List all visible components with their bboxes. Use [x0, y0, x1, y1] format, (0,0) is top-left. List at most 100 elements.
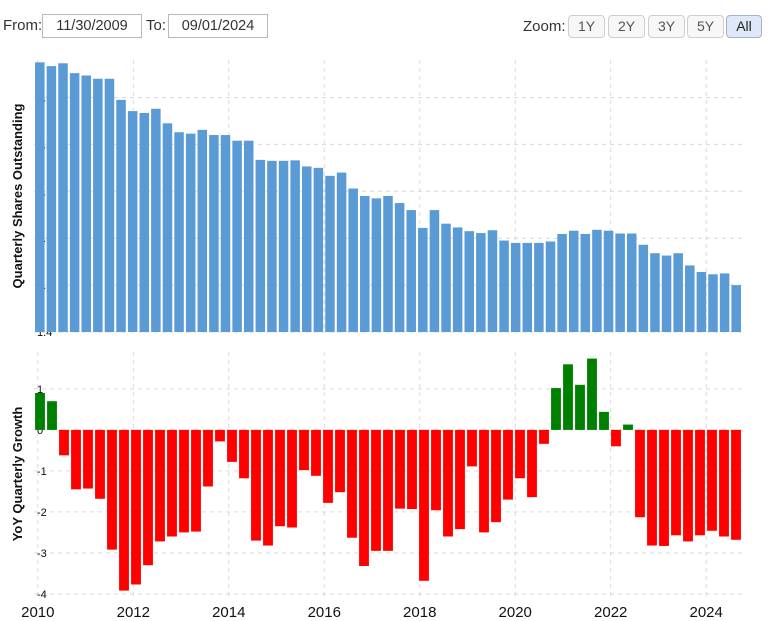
growth-bar: [47, 401, 57, 430]
shares-bar: [81, 75, 91, 332]
growth-bar: [623, 425, 633, 430]
growth-bar: [107, 430, 117, 550]
growth-bar: [95, 430, 105, 499]
shares-bar: [163, 123, 173, 332]
shares-bar: [174, 132, 184, 332]
growth-bar: [683, 430, 693, 542]
shares-bar: [650, 253, 660, 332]
shares-bar: [441, 224, 451, 332]
y-tick-label: -2: [37, 507, 47, 519]
shares-bar: [372, 198, 382, 332]
growth-bar: [287, 430, 297, 528]
shares-bar: [511, 243, 521, 332]
x-tick-label: 2018: [403, 604, 436, 621]
shares-bar: [383, 196, 393, 332]
shares-bar: [581, 234, 591, 332]
growth-bar: [431, 430, 441, 510]
y-tick-label: -1: [37, 466, 47, 478]
x-tick-label: 2014: [212, 604, 245, 621]
shares-bar: [267, 161, 277, 332]
growth-bar: [335, 430, 345, 492]
growth-bar: [251, 430, 261, 541]
growth-bar: [647, 430, 657, 546]
growth-bar: [83, 430, 93, 489]
shares-bar: [244, 141, 254, 332]
shares-bar: [360, 196, 370, 332]
shares-bar: [708, 274, 718, 332]
growth-bar: [359, 430, 369, 566]
growth-bar: [659, 430, 669, 546]
growth-bar: [527, 430, 537, 497]
growth-bar: [35, 393, 45, 430]
shares-bar: [105, 79, 115, 332]
shares-bar: [604, 231, 614, 332]
shares-bar: [685, 265, 695, 332]
shares-bar: [406, 210, 416, 332]
shares-bar: [209, 135, 219, 332]
shares-bar: [453, 227, 463, 332]
growth-bar: [143, 430, 153, 565]
shares-bar: [337, 173, 347, 332]
growth-bar: [515, 430, 525, 478]
growth-bar: [731, 430, 741, 540]
growth-bar: [479, 430, 489, 533]
shares-bar: [488, 230, 498, 332]
growth-bar: [671, 430, 681, 535]
growth-bar: [563, 364, 573, 430]
shares-bar: [325, 176, 335, 332]
growth-bar: [323, 430, 333, 503]
growth-bar: [611, 430, 621, 446]
growth-bar: [587, 359, 597, 430]
growth-bar: [263, 430, 273, 546]
growth-bar: [491, 430, 501, 522]
x-tick-label: 2024: [690, 604, 723, 621]
growth-bar: [695, 430, 705, 535]
shares-bar: [546, 241, 556, 332]
growth-bar: [119, 430, 129, 591]
growth-bar: [131, 430, 141, 585]
shares-bar: [430, 210, 440, 332]
x-tick-label: 2016: [308, 604, 341, 621]
shares-bar: [70, 73, 80, 332]
growth-bar: [599, 412, 609, 430]
x-tick-label: 2010: [21, 604, 54, 621]
shares-bar: [35, 62, 45, 332]
growth-bar: [191, 430, 201, 532]
growth-bar: [275, 430, 285, 526]
x-tick-label: 2022: [594, 604, 627, 621]
shares-bar: [140, 113, 150, 332]
shares-bar: [290, 160, 300, 332]
growth-bar: [179, 430, 189, 533]
shares-bar: [523, 243, 533, 332]
shares-bar: [302, 166, 312, 332]
shares-bar: [232, 141, 242, 332]
shares-bar: [93, 79, 103, 332]
x-tick-label: 2020: [499, 604, 532, 621]
shares-bar: [534, 243, 544, 332]
shares-bar: [464, 231, 474, 332]
shares-bar: [151, 109, 161, 332]
shares-bar: [279, 161, 289, 332]
shares-bar: [557, 234, 567, 332]
growth-bar: [635, 430, 645, 517]
y-tick-label: -4: [37, 589, 47, 601]
shares-bar: [47, 66, 57, 332]
growth-bar: [371, 430, 381, 551]
growth-bar: [239, 430, 249, 478]
shares-bar: [499, 241, 509, 332]
shares-bar: [395, 203, 405, 332]
y-tick-label: -3: [37, 548, 47, 560]
growth-bar: [419, 430, 429, 581]
shares-bar: [128, 111, 138, 332]
shares-bar: [58, 63, 68, 332]
growth-bar: [707, 430, 717, 531]
growth-bar: [59, 430, 69, 455]
shares-bar: [639, 245, 649, 332]
growth-bar: [395, 430, 405, 509]
shares-bar: [116, 100, 126, 332]
growth-bar: [503, 430, 513, 500]
growth-bar: [455, 430, 465, 529]
shares-bar: [221, 135, 231, 332]
shares-bar: [627, 234, 637, 332]
